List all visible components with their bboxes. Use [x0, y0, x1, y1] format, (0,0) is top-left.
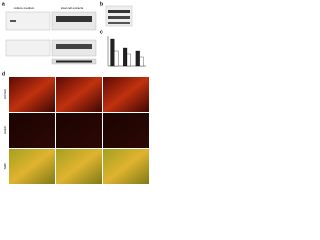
- image-grid: HUVEC HAEC SMC: [3, 77, 149, 184]
- micrograph: [56, 149, 102, 184]
- blot: [5, 11, 97, 65]
- bar: [126, 53, 131, 67]
- row-label: HUVEC: [3, 88, 7, 99]
- row-label: HAEC: [3, 125, 7, 134]
- panel-label: a: [2, 1, 5, 7]
- panel-label: d: [2, 71, 5, 77]
- micrograph: [9, 113, 55, 148]
- column-header: total cell extracts: [61, 6, 84, 10]
- column-header: culture medium: [14, 6, 35, 10]
- row-label: SMC: [3, 162, 7, 170]
- micrograph: [103, 77, 149, 112]
- micrograph: [56, 77, 102, 112]
- panel-label: c: [100, 29, 103, 35]
- bar: [110, 38, 115, 67]
- micrograph: [103, 149, 149, 184]
- bar: [114, 50, 119, 67]
- micrograph: [103, 113, 149, 148]
- micrograph: [9, 77, 55, 112]
- micrograph: [9, 149, 55, 184]
- micrograph: [56, 113, 102, 148]
- panel-label: b: [100, 1, 103, 7]
- bar: [135, 50, 140, 67]
- bar: [139, 56, 144, 67]
- figure: a culture medium total cell extracts b c…: [2, 1, 149, 184]
- bar: [123, 47, 128, 67]
- bar-chart: [107, 36, 146, 67]
- blot: [105, 5, 133, 27]
